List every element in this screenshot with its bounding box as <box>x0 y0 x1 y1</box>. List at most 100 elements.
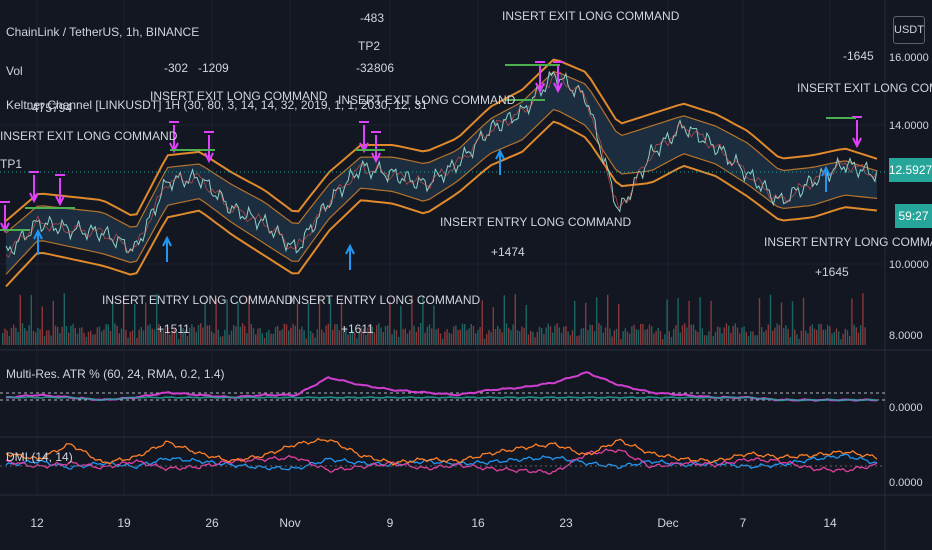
price-axis-label: 16.0000 <box>889 52 929 64</box>
volume-bar <box>565 325 567 345</box>
volume-bar <box>277 325 279 345</box>
volume-bar <box>747 336 750 345</box>
volume-bar <box>336 324 338 345</box>
volume-bar <box>134 303 136 345</box>
volume-bar <box>270 333 272 345</box>
volume-bar <box>175 332 178 345</box>
volume-bar <box>470 323 472 345</box>
volume-bar <box>200 323 202 345</box>
volume-bar <box>266 332 268 345</box>
volume-bar <box>4 328 6 345</box>
dmi-panel[interactable] <box>0 437 885 475</box>
volume-bar <box>725 323 728 345</box>
volume-bar <box>235 326 237 345</box>
volume-bar <box>668 331 670 345</box>
volume-bar <box>310 330 312 345</box>
volume-bar <box>492 307 494 345</box>
volume-bar <box>791 301 794 345</box>
time-badge: 59:27 <box>895 204 932 228</box>
volume-bar <box>292 323 294 345</box>
volume-bar <box>510 330 512 345</box>
volume-bar <box>842 333 844 345</box>
volume-bar <box>380 327 382 345</box>
volume-bar <box>838 331 840 345</box>
volume-bar <box>556 323 558 345</box>
volume-bar <box>158 324 160 345</box>
volume-bar <box>464 324 466 345</box>
volume-bar <box>545 327 547 345</box>
volume-bar <box>816 329 818 345</box>
volume-bar <box>420 323 422 345</box>
volume-bar <box>615 328 618 345</box>
volume-bar <box>442 338 444 345</box>
volume-bar <box>61 326 63 345</box>
volume-bar <box>703 335 706 345</box>
volume-bar <box>853 324 855 345</box>
volume-bar <box>802 297 805 345</box>
volume-bar <box>224 329 226 345</box>
signal-markers <box>0 61 862 270</box>
volume-bar <box>644 329 646 345</box>
volume-bar <box>316 329 318 345</box>
volume-bar <box>250 324 252 345</box>
annotation-label: TP1 <box>0 157 22 171</box>
volume-bar <box>76 333 79 345</box>
dmi-axis-label: 0.0000 <box>889 477 923 489</box>
volume-bar <box>202 327 204 345</box>
volume-bar <box>424 332 426 345</box>
volume-bar <box>178 339 180 345</box>
volume-bar <box>204 301 206 345</box>
volume-bars <box>2 293 866 345</box>
volume-bar <box>763 331 765 345</box>
exit-arrow-head <box>29 192 39 204</box>
volume-bar <box>138 329 140 345</box>
volume-bar <box>769 294 772 345</box>
volume-bar <box>620 339 622 345</box>
volume-bar <box>406 333 409 345</box>
volume-bar <box>580 328 582 345</box>
volume-bar <box>96 327 98 345</box>
atr-panel[interactable] <box>0 371 885 402</box>
exit-arrow-head <box>55 195 65 207</box>
volume-bar <box>228 334 230 345</box>
volume-bar <box>13 324 15 345</box>
axes: 16.0000 14.0000 10.0000 8.0000 0.0000 0.0000 1… <box>30 52 928 530</box>
volume-bar <box>171 332 173 345</box>
volume-bar <box>444 331 446 345</box>
annotation-label: -483 <box>360 11 384 25</box>
annotation-label: INSERT EXIT LONG COMMAND <box>338 93 516 107</box>
volume-bar <box>855 327 857 345</box>
volume-bar <box>857 332 860 345</box>
volume-bar <box>208 325 211 345</box>
volume-bar <box>598 323 600 345</box>
volume-bar <box>35 332 37 345</box>
price-panel[interactable] <box>0 58 885 288</box>
volume-bar <box>239 326 241 345</box>
volume-bar <box>332 329 334 345</box>
keltner-lower-band <box>5 120 878 288</box>
volume-bar <box>411 294 413 345</box>
volume-bar <box>369 323 371 345</box>
volume-bar <box>422 295 424 345</box>
exit-arrow-head <box>204 152 214 164</box>
volume-bar <box>127 337 129 345</box>
volume-bar <box>255 334 257 345</box>
currency-badge[interactable]: USDT <box>893 16 925 44</box>
volume-bar <box>129 331 131 345</box>
volume-bar <box>833 331 835 345</box>
volume-bar <box>787 328 789 345</box>
volume-bar <box>501 332 503 345</box>
volume-bar <box>307 302 310 345</box>
volume-bar <box>98 326 101 345</box>
volume-bar <box>516 330 519 345</box>
volume-bar <box>182 328 184 345</box>
volume-bar <box>325 325 327 345</box>
volume-bar <box>63 293 65 345</box>
volume-bar <box>437 328 439 345</box>
volume-bar <box>490 332 492 345</box>
volume-bar <box>314 337 316 345</box>
volume-bar <box>24 327 26 345</box>
volume-bar <box>206 325 208 345</box>
volume-bar <box>362 328 365 345</box>
